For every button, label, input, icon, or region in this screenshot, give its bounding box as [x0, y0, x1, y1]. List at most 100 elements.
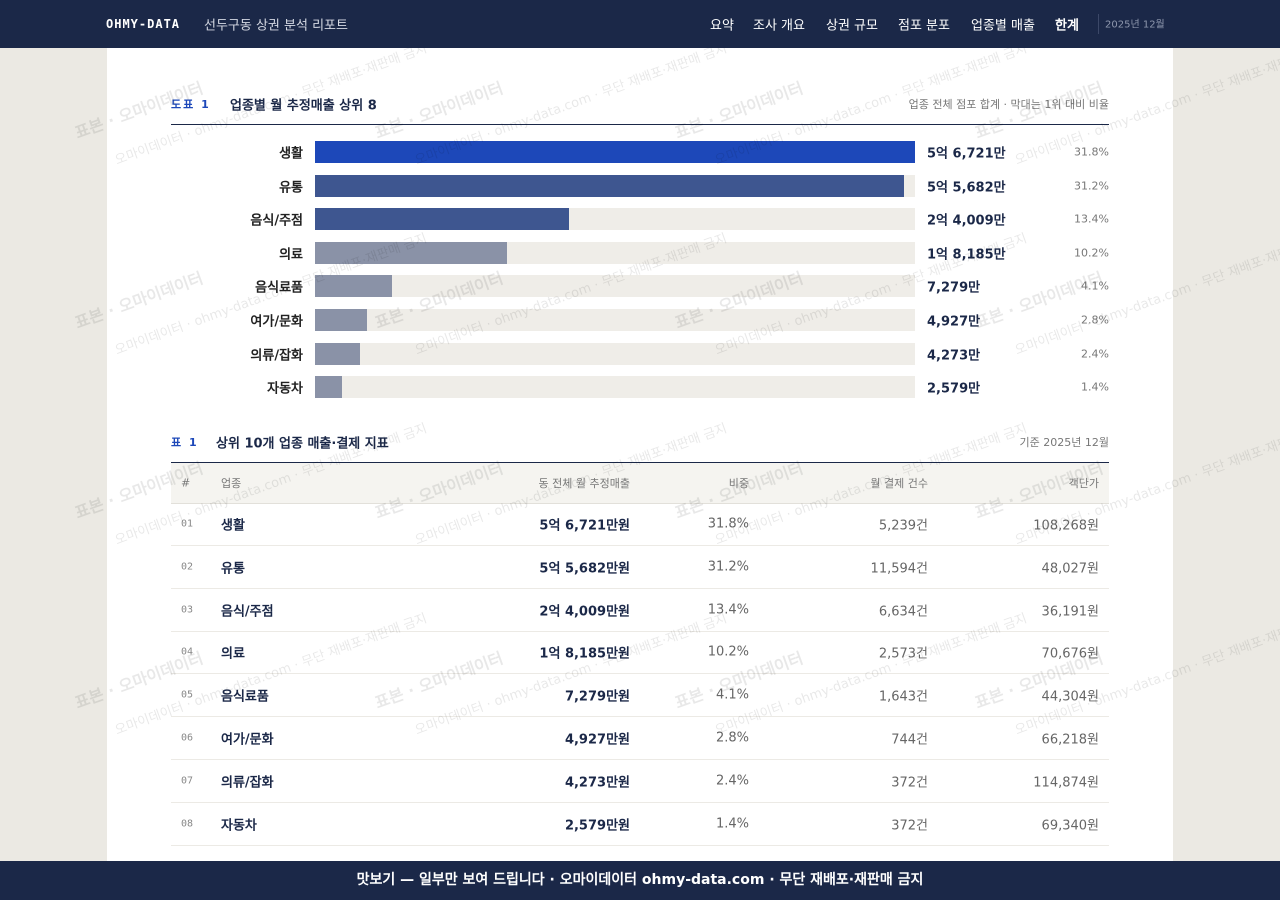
- table-cell: 생활: [221, 518, 245, 534]
- category-label: 음식/주점: [250, 213, 303, 229]
- table-cell: 1,643건: [878, 689, 928, 705]
- column-header: #: [181, 476, 191, 490]
- bar-track: [315, 309, 915, 331]
- row-divider: [171, 801, 1109, 803]
- nav-link[interactable]: 요약: [710, 18, 734, 34]
- bar: [315, 174, 904, 197]
- column-header: 객단가: [1068, 477, 1099, 490]
- nav-link[interactable]: 상권 규모: [826, 18, 878, 34]
- column-header: 동 전체 월 추정매출: [538, 477, 630, 490]
- table-title: 상위 10개 업종 매출·결제 지표: [216, 436, 389, 452]
- bar-track: [315, 376, 915, 399]
- share-label: 13.4%: [1074, 212, 1109, 226]
- row-divider: [171, 673, 1109, 675]
- row-divider: [171, 587, 1109, 589]
- table-cell: 의류/잡화: [221, 775, 274, 791]
- row-divider: [171, 545, 1109, 546]
- nav-link[interactable]: 조사 개요: [753, 18, 805, 34]
- category-label: 의류/잡화: [250, 348, 303, 364]
- top-nav: OHMY-DATA 선두구동 상권 분석 리포트 2025년 12월 요약 조사 …: [0, 0, 1280, 48]
- report-title: 선두구동 상권 분석 리포트: [204, 18, 348, 34]
- rule: [171, 124, 1109, 125]
- category-label: 자동차: [267, 381, 303, 397]
- table-cell: 5,239건: [878, 518, 928, 534]
- table-cell: 31.8%: [707, 516, 749, 532]
- row-divider: [171, 844, 1109, 846]
- share-label: 2.4%: [1081, 347, 1109, 361]
- table-cell: 의료: [221, 646, 245, 662]
- table-cell: 유통: [221, 561, 245, 577]
- table-cell: 372건: [891, 818, 928, 834]
- table-cell: 여가/문화: [221, 732, 274, 748]
- row-divider: [171, 716, 1109, 718]
- table-cell: 06: [181, 732, 194, 744]
- bar: [315, 275, 392, 298]
- bar-track: [315, 342, 915, 365]
- table-cell: 108,268원: [1033, 518, 1099, 534]
- table-cell: 음식/주점: [221, 604, 274, 620]
- table-cell: 2.4%: [715, 773, 749, 789]
- chart-note: 업종 전체 점포 합계 · 막대는 1위 대비 비율: [908, 98, 1109, 111]
- table-cell: 자동차: [221, 818, 257, 834]
- bar: [315, 342, 361, 365]
- figure-label: 도표 1: [171, 98, 211, 111]
- column-header: 월 결제 건수: [870, 477, 928, 490]
- share-label: 31.2%: [1074, 179, 1109, 193]
- value-label: 4,927만: [927, 314, 981, 330]
- value-label: 1억 8,185만: [927, 247, 1006, 263]
- table-cell: 2억 4,009만원: [539, 604, 630, 620]
- table-cell: 36,191원: [1041, 604, 1099, 620]
- share-label: 2.8%: [1081, 313, 1109, 327]
- bar-track: [315, 275, 915, 298]
- value-label: 5억 5,682만: [927, 180, 1006, 196]
- value-label: 7,279만: [927, 280, 981, 296]
- category-label: 음식료품: [255, 280, 303, 296]
- nav-link[interactable]: 업종별 매출: [971, 18, 1035, 34]
- table-cell: 114,874원: [1033, 775, 1099, 791]
- table-cell: 5억 6,721만원: [539, 518, 630, 534]
- nav-link[interactable]: 점포 분포: [898, 18, 950, 34]
- footer-banner: 맛보기 — 일부만 보여 드립니다 · 오마이데이터 ohmy-data.com…: [0, 861, 1280, 900]
- table-cell: 08: [181, 818, 194, 830]
- table-cell: 03: [181, 604, 194, 616]
- table-cell: 4.1%: [715, 687, 749, 703]
- table-cell: 10.2%: [707, 644, 749, 660]
- bar: [315, 241, 508, 264]
- share-label: 31.8%: [1074, 145, 1109, 159]
- chart-title: 업종별 월 추정매출 상위 8: [230, 98, 377, 114]
- bar: [315, 208, 569, 231]
- row-divider: [171, 630, 1109, 632]
- value-label: 2,579만: [927, 381, 981, 397]
- table-cell: 69,340원: [1041, 818, 1099, 834]
- table-cell: 01: [181, 518, 194, 530]
- table-cell: 31.2%: [707, 559, 749, 575]
- table-cell: 6,634건: [878, 604, 928, 620]
- category-label: 생활: [279, 146, 303, 162]
- share-label: 1.4%: [1081, 380, 1109, 394]
- table-cell: 70,676원: [1041, 646, 1099, 662]
- share-label: 10.2%: [1074, 246, 1109, 260]
- table-label: 표 1: [171, 436, 199, 449]
- bar: [315, 309, 368, 331]
- table-cell: 4,273만원: [564, 775, 630, 791]
- table-note: 기준 2025년 12월: [1019, 436, 1109, 449]
- column-header: 업종: [221, 477, 242, 490]
- value-label: 2억 4,009만: [927, 213, 1006, 229]
- report-date: 2025년 12월: [1105, 19, 1165, 31]
- share-label: 4.1%: [1081, 279, 1109, 293]
- table-cell: 372건: [891, 775, 928, 791]
- category-label: 유통: [279, 180, 303, 196]
- table-cell: 1억 8,185만원: [539, 646, 630, 662]
- column-header: 비중: [728, 477, 749, 490]
- bar: [315, 141, 915, 163]
- table-cell: 744건: [891, 732, 928, 748]
- table-cell: 2.8%: [715, 730, 749, 746]
- nav-link[interactable]: 한계: [1055, 18, 1079, 34]
- table-cell: 02: [181, 561, 194, 573]
- table-cell: 1.4%: [715, 816, 749, 832]
- table-header: [171, 463, 1109, 504]
- table-cell: 05: [181, 689, 194, 701]
- value-label: 4,273만: [927, 348, 981, 364]
- logo[interactable]: OHMY-DATA: [106, 17, 181, 31]
